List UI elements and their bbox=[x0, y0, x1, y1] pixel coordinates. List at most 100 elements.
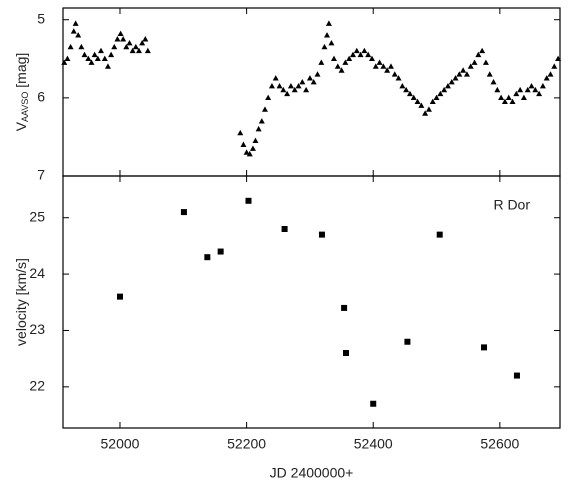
data-point bbox=[120, 36, 127, 42]
data-point bbox=[441, 86, 448, 93]
data-point bbox=[108, 51, 115, 58]
y-axis-label-main: velocity [km/s] bbox=[13, 258, 29, 346]
data-point bbox=[524, 86, 531, 93]
data-point bbox=[255, 125, 262, 132]
data-point bbox=[376, 59, 383, 65]
data-point bbox=[494, 86, 501, 93]
data-point bbox=[349, 51, 356, 58]
data-point bbox=[78, 43, 85, 50]
data-point bbox=[240, 141, 247, 147]
y-tick-label: 24 bbox=[29, 265, 45, 281]
data-point bbox=[536, 90, 543, 97]
data-point bbox=[142, 36, 149, 42]
y-tick-label: 6 bbox=[37, 89, 45, 105]
data-point bbox=[437, 90, 444, 97]
data-point bbox=[217, 248, 224, 255]
data-point bbox=[237, 129, 244, 136]
data-point bbox=[471, 59, 478, 65]
x-tick-label: 52400 bbox=[354, 436, 393, 452]
data-point bbox=[287, 82, 294, 89]
data-point bbox=[418, 102, 425, 108]
data-point bbox=[246, 150, 253, 157]
data-point bbox=[334, 63, 341, 69]
data-point bbox=[284, 90, 291, 97]
data-point bbox=[330, 55, 337, 61]
data-point bbox=[85, 55, 92, 61]
data-point bbox=[547, 71, 554, 77]
data-point bbox=[325, 20, 332, 26]
data-point bbox=[303, 86, 310, 93]
data-point bbox=[180, 209, 187, 216]
data-point bbox=[365, 51, 372, 58]
data-point bbox=[280, 86, 287, 93]
data-point bbox=[384, 67, 391, 73]
data-point bbox=[467, 63, 474, 69]
data-point bbox=[321, 43, 328, 50]
data-point bbox=[126, 39, 133, 46]
data-point bbox=[306, 75, 313, 81]
data-point bbox=[343, 350, 350, 357]
data-point bbox=[444, 82, 451, 89]
data-point bbox=[314, 71, 321, 77]
x-tick-label: 52200 bbox=[227, 436, 266, 452]
data-point bbox=[104, 63, 111, 69]
data-point bbox=[460, 67, 467, 73]
data-point bbox=[452, 75, 459, 81]
data-point bbox=[520, 94, 527, 101]
data-point bbox=[555, 55, 562, 61]
data-point bbox=[414, 98, 421, 104]
data-point bbox=[357, 51, 364, 58]
data-point bbox=[132, 43, 139, 50]
data-point bbox=[463, 71, 470, 77]
data-point bbox=[204, 254, 211, 261]
y-tick-label: 25 bbox=[29, 208, 45, 224]
data-point bbox=[328, 39, 335, 46]
data-point bbox=[513, 90, 520, 97]
data-point bbox=[479, 47, 486, 54]
data-point bbox=[342, 59, 349, 65]
data-point bbox=[324, 32, 331, 38]
data-point bbox=[403, 86, 410, 93]
data-point bbox=[70, 28, 77, 34]
data-point bbox=[111, 43, 118, 50]
data-point bbox=[498, 94, 505, 101]
data-point bbox=[299, 79, 306, 85]
data-point bbox=[517, 86, 524, 93]
data-point bbox=[490, 79, 497, 85]
data-point bbox=[551, 63, 558, 69]
data-point bbox=[391, 71, 398, 77]
data-point bbox=[486, 71, 493, 77]
data-point bbox=[370, 400, 377, 407]
data-point bbox=[67, 43, 74, 50]
data-point bbox=[346, 55, 353, 61]
data-point bbox=[318, 231, 325, 238]
data-point bbox=[406, 90, 413, 97]
data-point bbox=[475, 51, 482, 58]
data-point bbox=[501, 98, 508, 104]
x-tick-label: 52600 bbox=[480, 436, 519, 452]
data-point bbox=[387, 63, 394, 69]
data-point bbox=[88, 59, 95, 65]
data-point bbox=[272, 75, 279, 81]
data-point bbox=[243, 149, 250, 155]
data-point bbox=[129, 47, 136, 54]
data-point bbox=[116, 293, 123, 300]
data-point bbox=[91, 51, 98, 58]
data-point bbox=[258, 118, 265, 124]
data-point bbox=[139, 39, 146, 46]
data-point bbox=[528, 82, 535, 89]
data-point bbox=[410, 94, 417, 101]
data-point bbox=[509, 98, 516, 104]
data-point bbox=[135, 47, 142, 54]
data-point bbox=[97, 47, 104, 54]
data-point bbox=[101, 55, 108, 61]
data-point bbox=[395, 75, 402, 81]
data-point bbox=[539, 82, 546, 89]
data-point bbox=[114, 36, 121, 42]
data-point bbox=[81, 51, 88, 58]
data-point bbox=[268, 82, 275, 89]
data-point bbox=[481, 344, 488, 351]
data-point bbox=[353, 47, 360, 54]
y-tick-label: 5 bbox=[37, 10, 45, 26]
